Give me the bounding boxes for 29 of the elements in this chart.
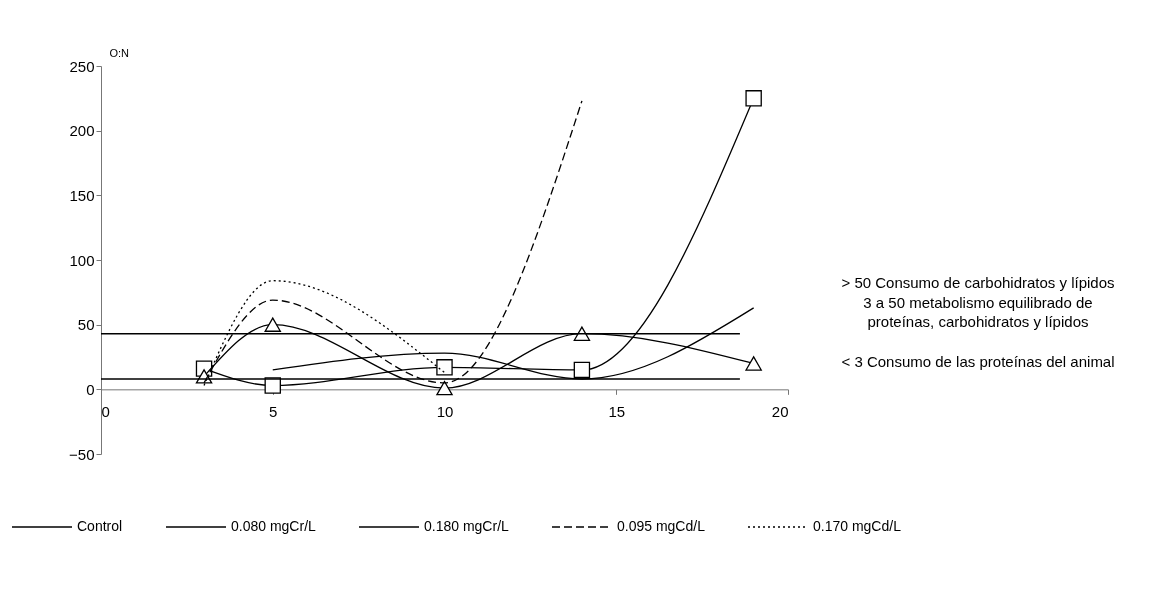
point bbox=[745, 90, 762, 107]
y-tick-label: 50 bbox=[77, 316, 95, 334]
y-tick-label: 100 bbox=[69, 251, 95, 269]
legend-label: Control bbox=[77, 518, 123, 534]
legend-label: 0.180 mgCr/L bbox=[424, 518, 510, 534]
x-tick-label: 15 bbox=[608, 402, 626, 420]
legend-label: 0.080 mgCr/L bbox=[231, 518, 317, 534]
y-tick-label: 250 bbox=[69, 57, 95, 75]
text: 3 a 50 metabolismo equilibrado de bbox=[863, 294, 1093, 311]
x-tick-label: 10 bbox=[436, 402, 454, 420]
point bbox=[573, 326, 591, 341]
x-tick-label: 0 bbox=[101, 402, 110, 420]
point bbox=[264, 317, 281, 332]
y-tick-label: 150 bbox=[69, 186, 95, 204]
x-tick-label: 20 bbox=[771, 402, 789, 420]
text: proteínas, carbohidratos y lípidos bbox=[867, 313, 1089, 330]
legend-label: 0.170 mgCd/L bbox=[813, 518, 902, 534]
point bbox=[436, 359, 453, 376]
y-axis-title: O:N bbox=[109, 46, 130, 59]
text: < 3 Consumo de las proteínas del animal bbox=[841, 353, 1115, 370]
point bbox=[573, 361, 591, 379]
legend-label: 0.095 mgCd/L bbox=[617, 518, 706, 534]
x-tick-label: 5 bbox=[269, 402, 278, 420]
point bbox=[745, 356, 762, 371]
y-tick-label: −50 bbox=[69, 445, 95, 463]
text: > 50 Consumo de carbohidratos y lípidos bbox=[841, 274, 1115, 291]
y-tick-label: 0 bbox=[86, 380, 95, 398]
point bbox=[436, 380, 453, 396]
y-tick-label: 200 bbox=[69, 122, 95, 140]
